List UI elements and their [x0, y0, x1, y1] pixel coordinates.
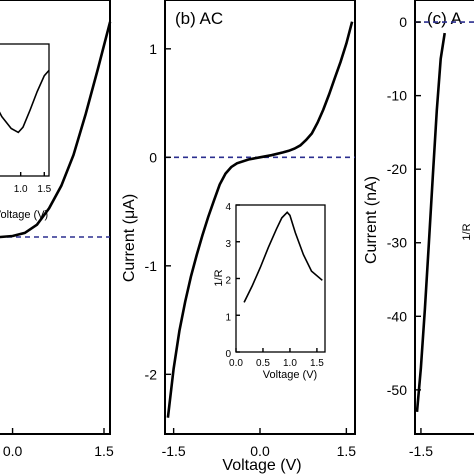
panel-b-x-tick-label: 0.0 — [250, 443, 270, 459]
panel-c-y-tick-label: -20 — [387, 161, 407, 177]
panel-c-frame — [414, 0, 474, 435]
panel-c-y-tick-label: -10 — [387, 88, 407, 104]
panel-b-x-tick-label: -1.5 — [162, 443, 186, 459]
panel-a-inset-x-tick-label: 1.5 — [37, 184, 51, 195]
panel-b-inset-x-ticks: 0.0 0.5 1.0 1.5 — [229, 348, 324, 369]
panel-b-x-tick-label: 1.5 — [337, 443, 357, 459]
panel-b-inset-y-tick-label: 4 — [225, 202, 231, 213]
panel-b-y-ticks: 1 0 -1 -2 — [145, 41, 171, 382]
panel-a-inset-curve — [0, 69, 50, 134]
panel-c-y-ticks: 0 -10 -20 -30 -40 -50 — [387, 14, 421, 398]
panel-b-inset-curve — [243, 211, 323, 303]
panel-c-y-tick-label: 0 — [399, 14, 407, 30]
panel-b-y-tick-label: -1 — [145, 258, 158, 274]
panel-c: (c) A 0 -10 -20 -30 -40 -50 -1.5 Current (nA)… — [363, 0, 474, 459]
panel-b-curve — [166, 21, 354, 418]
panel-b-ylabel: Current (μA) — [121, 194, 138, 282]
panel-c-inset-ylabel: 1/R — [461, 223, 473, 240]
panel-b-inset-y-tick-label: 1 — [225, 312, 231, 323]
panel-a-inset-x-tick-label: 1.0 — [14, 184, 28, 195]
panel-b-inset-x-tick-label: 1.0 — [283, 358, 297, 369]
panel-b-inset-y-tick-label: 2 — [225, 276, 231, 287]
panel-c-ylabel: Current (nA) — [363, 176, 380, 264]
panel-b-x-ticks: -1.5 0.0 1.5 — [162, 428, 357, 459]
panel-a-x-ticks: 0.0 1.5 — [3, 428, 114, 459]
panel-b-xlabel: Voltage (V) — [222, 457, 301, 474]
panel-b: (b) AC 1 0 -1 -2 -1.5 0.0 1.5 Current (μA) Vo… — [121, 0, 356, 474]
panel-c-y-tick-label: -50 — [387, 382, 407, 398]
panel-b-y-tick-label: 0 — [149, 149, 157, 165]
panel-a-inset: 1.0 1.5 Voltage (V) — [0, 43, 52, 221]
panel-b-inset-y-ticks: 0 1 2 3 4 — [225, 202, 240, 360]
panel-a-x-tick-label: 1.5 — [94, 443, 114, 459]
panel-a-frame — [0, 0, 111, 435]
panel-a-inset-frame — [0, 43, 50, 177]
panel-c-label: (c) A — [427, 9, 463, 28]
panel-b-inset-x-tick-label: 0.5 — [256, 358, 270, 369]
panel-c-y-tick-label: -30 — [387, 235, 407, 251]
panel-b-inset: 0 1 2 3 4 0.0 0.5 1.0 1.5 1/R Voltage (V) — [213, 202, 326, 381]
panel-c-x-tick-label: -1.5 — [409, 443, 433, 459]
panel-b-inset-y-tick-label: 3 — [225, 239, 231, 250]
panel-b-label: (b) AC — [175, 9, 223, 28]
panel-a-curve — [0, 21, 112, 239]
panel-b-y-tick-label: -2 — [145, 366, 158, 382]
panel-b-inset-x-tick-label: 1.5 — [310, 358, 324, 369]
panel-c-x-ticks: -1.5 — [409, 428, 433, 459]
panel-b-inset-xlabel: Voltage (V) — [263, 369, 317, 381]
panel-b-inset-ylabel: 1/R — [213, 269, 225, 286]
panel-b-y-tick-label: 1 — [149, 41, 157, 57]
panel-a-x-tick-label: 0.0 — [3, 443, 23, 459]
panel-c-curve — [415, 32, 446, 413]
panel-a-inset-xlabel: Voltage (V) — [0, 209, 48, 221]
panel-c-y-tick-label: -40 — [387, 308, 407, 324]
panel-b-inset-x-tick-label: 0.0 — [229, 358, 243, 369]
panel-b-inset-y-tick-label: 0 — [225, 349, 231, 360]
panel-b-inset-frame — [235, 204, 326, 353]
panel-a: 0.0 1.5 1.0 1.5 Voltage (V) — [0, 0, 114, 459]
panel-a-inset-x-ticks: 1.0 1.5 — [14, 172, 52, 195]
